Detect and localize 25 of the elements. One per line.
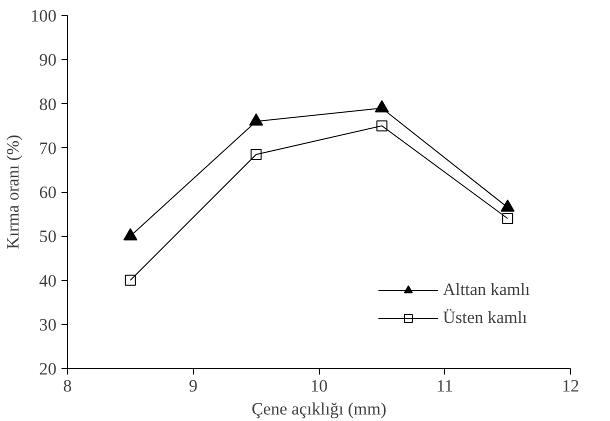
point	[249, 113, 264, 126]
y-tick-label: 30	[39, 315, 56, 334]
point	[123, 228, 138, 240]
legend-label: Üsten kamlı	[442, 308, 528, 328]
x-tick-label: 10	[310, 376, 328, 396]
x-axis-title: Çene açıklığı (mm)	[252, 400, 387, 418]
y-tick-label: 60	[39, 183, 56, 202]
y-tick-label: 50	[39, 227, 56, 246]
x-tick-label: 11	[436, 376, 454, 396]
y-tick-label: 70	[39, 138, 56, 158]
y-tick-label: 90	[39, 50, 56, 70]
y-tick-label: 100	[30, 6, 57, 26]
x-tick-label: 12	[562, 376, 580, 396]
x-tick-label: 8	[63, 376, 72, 396]
point	[502, 212, 514, 224]
point	[124, 274, 136, 286]
x-tick-label: 9	[188, 376, 198, 396]
y-tick-label: 40	[39, 271, 56, 290]
y-tick-label: 80	[39, 94, 56, 114]
y-tick-label: 20	[39, 360, 56, 378]
point	[374, 100, 389, 112]
legend-label: Alttan kamlı	[442, 280, 530, 300]
point	[250, 148, 262, 160]
y-axis-title: Kırma oranı (%)	[4, 134, 23, 250]
point	[500, 199, 515, 212]
